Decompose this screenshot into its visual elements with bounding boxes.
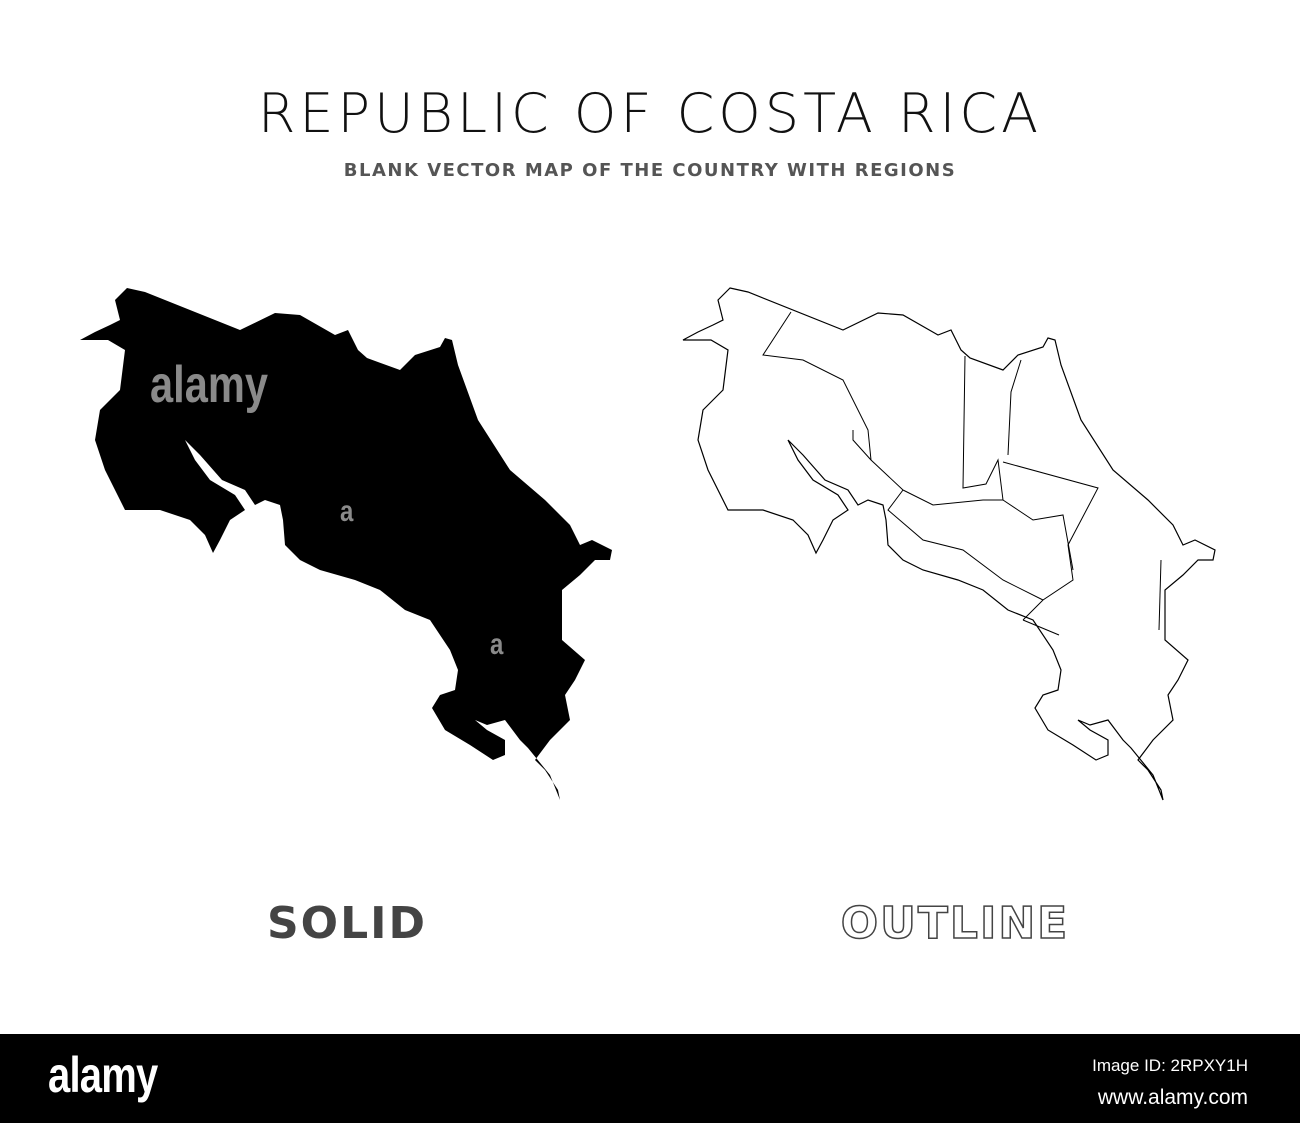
maps-canvas <box>80 287 1216 801</box>
solid-label: SOLID <box>266 898 428 949</box>
watermark-letter: a <box>340 495 354 528</box>
watermark-logo: alamy <box>150 356 268 414</box>
alamy-logo: alamy <box>48 1047 158 1103</box>
outline-map <box>682 287 1216 801</box>
page-subtitle: BLANK VECTOR MAP OF THE COUNTRY WITH REG… <box>343 160 957 181</box>
image-id: Image ID: 2RPXY1H <box>1092 1056 1248 1075</box>
region-borders <box>762 311 1162 636</box>
website-link[interactable]: www.alamy.com <box>1097 1086 1248 1109</box>
footer-bar: alamy Image ID: 2RPXY1H www.alamy.com <box>0 1034 1300 1123</box>
page-title: REPUBLIC OF COSTA RICA <box>257 82 1043 145</box>
watermark-letter: a <box>490 628 504 661</box>
outline-label: OUTLINE <box>840 897 1070 950</box>
